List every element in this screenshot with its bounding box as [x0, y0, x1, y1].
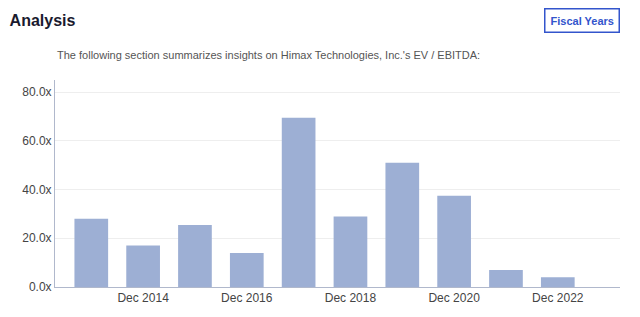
svg-text:Dec 2018: Dec 2018: [325, 291, 377, 305]
svg-text:20.0x: 20.0x: [22, 231, 51, 245]
svg-text:60.0x: 60.0x: [22, 134, 51, 148]
svg-text:Dec 2014: Dec 2014: [117, 291, 169, 305]
svg-text:80.0x: 80.0x: [22, 85, 51, 99]
svg-text:Analysis: Analysis: [10, 12, 76, 29]
svg-text:Dec 2020: Dec 2020: [428, 291, 480, 305]
svg-text:0.0x: 0.0x: [29, 280, 52, 294]
svg-text:Dec 2016: Dec 2016: [221, 291, 273, 305]
svg-text:Dec 2022: Dec 2022: [532, 291, 584, 305]
svg-text:40.0x: 40.0x: [22, 183, 51, 197]
svg-text:The following section summariz: The following section summarizes insight…: [57, 49, 480, 61]
svg-text:Fiscal Years: Fiscal Years: [551, 15, 614, 27]
